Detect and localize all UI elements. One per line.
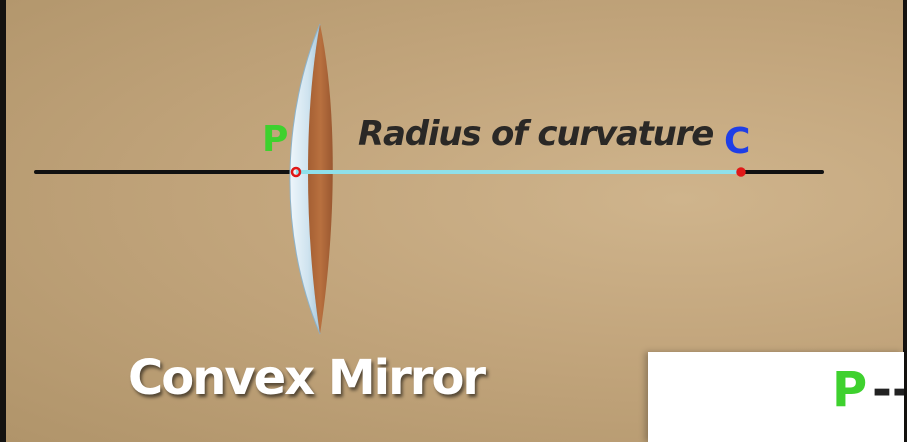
pole-point: [290, 166, 302, 178]
left-frame-border: [0, 0, 6, 442]
pole-label: P: [262, 119, 289, 160]
center-point: [736, 167, 746, 177]
caption-dash: --: [872, 362, 904, 418]
radius-of-curvature-label: Radius of curvature: [358, 114, 714, 154]
center-of-curvature-label: C: [724, 121, 751, 162]
right-frame-border: [903, 0, 907, 442]
diagram-title: Convex Mirror: [128, 350, 486, 406]
caption-box: P --: [648, 352, 904, 442]
caption-pole-symbol: P: [832, 362, 868, 418]
mirror-backing: [308, 24, 333, 334]
